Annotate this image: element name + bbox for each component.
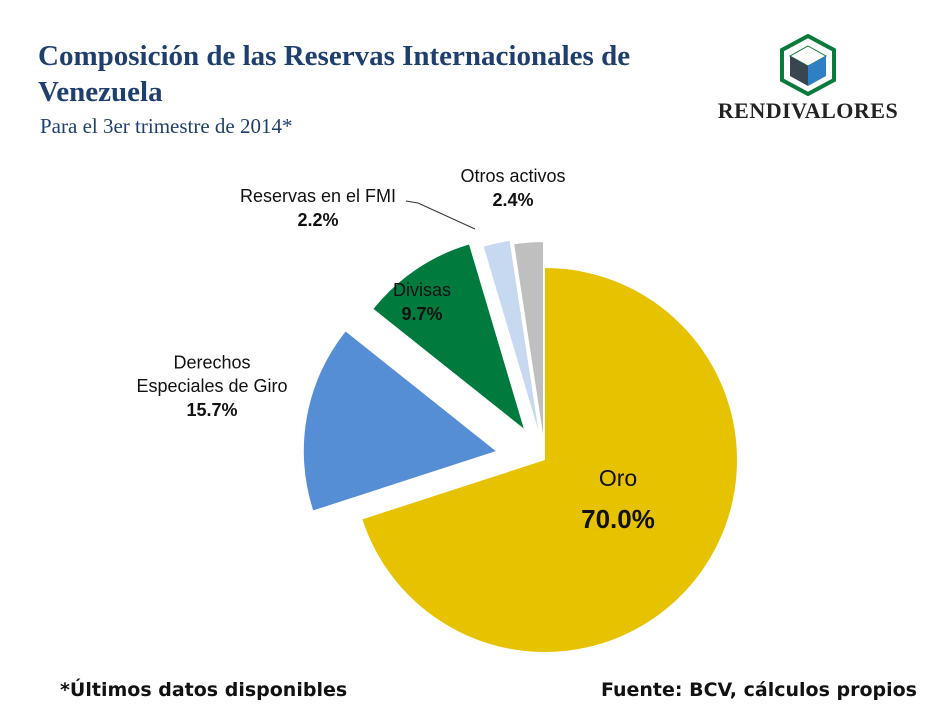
leader-line-reservas-fmi [405,200,476,230]
slice-value-divisas: 9.7% [401,304,442,324]
pie-slice-otros-activos [514,242,544,435]
slice-label-otros-activos: Otros activos [460,166,565,186]
brand-name: RENDIVALORES [717,98,899,123]
footnote: *Últimos datos disponibles [60,679,348,701]
pie-slice-divisas [373,244,524,429]
slice-value-oro: 70.0% [581,504,655,534]
pie-slice-oro [362,268,738,652]
brand-logo: RENDIVALORES [708,34,908,130]
pie-slice-derechos-especiales [303,331,496,511]
chart-title: Composición de las Reservas Internaciona… [38,40,631,108]
cube-logo-icon [780,34,836,96]
chart-subtitle: Para el 3er trimestre de 2014* [40,114,293,138]
slice-value-reservas-fmi: 2.2% [297,210,338,230]
pie-slice-reservas-fmi [483,240,539,431]
slice-label-oro: Oro [599,465,637,491]
source-note: Fuente: BCV, cálculos propios [600,679,917,701]
slice-label-derechos-especiales: Derechos [173,353,250,373]
slice-value-otros-activos: 2.4% [492,190,533,210]
slice-value-derechos-especiales: 15.7% [186,400,237,420]
slice-label-reservas-fmi: Reservas en el FMI [240,186,396,206]
slice-label-derechos-especiales: Especiales de Giro [136,376,287,396]
slice-label-divisas: Divisas [393,280,451,300]
